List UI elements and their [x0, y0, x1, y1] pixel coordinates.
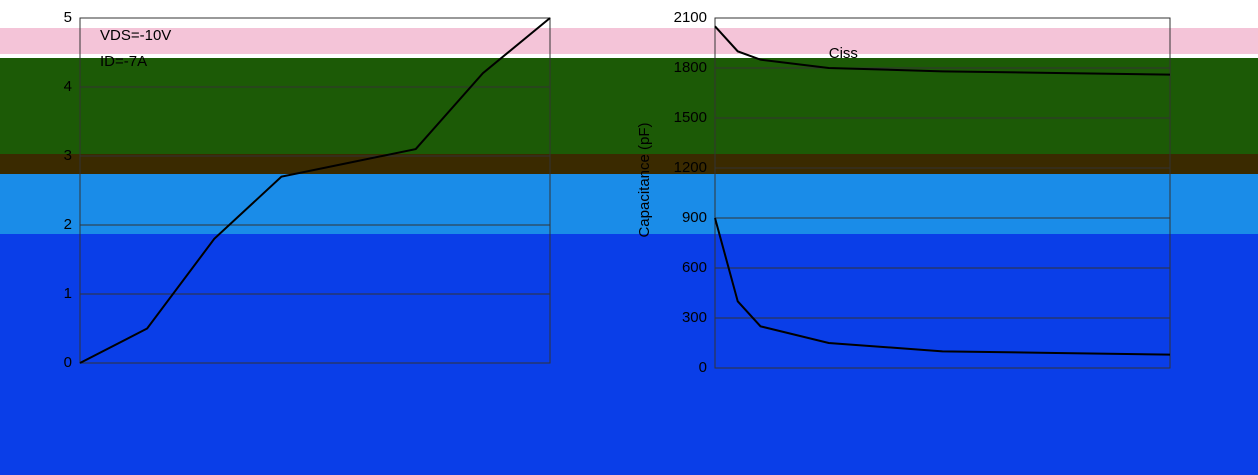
y-tick-label: 0	[699, 359, 707, 376]
y-tick-label: 0	[64, 354, 72, 371]
legend-label: Ciss	[829, 45, 858, 62]
band	[0, 174, 1258, 234]
series-line	[79, 17, 551, 364]
y-tick-label: 5	[64, 9, 72, 26]
y-tick-label: 900	[682, 209, 707, 226]
y-tick-label: 1800	[674, 59, 707, 76]
y-tick-label: 600	[682, 259, 707, 276]
y-tick-label: 1200	[674, 159, 707, 176]
annotation: ID=-7A	[100, 53, 147, 70]
band	[0, 154, 1258, 174]
y-tick-label: 4	[64, 78, 72, 95]
series-line	[714, 217, 1171, 356]
annotation: VDS=-10V	[100, 27, 171, 44]
y-axis-label: Capacitance (pF)	[636, 122, 653, 237]
series-line	[714, 25, 1171, 76]
y-tick-label: 1500	[674, 109, 707, 126]
y-tick-label: 2	[64, 216, 72, 233]
band	[0, 28, 1258, 54]
y-tick-label: 300	[682, 309, 707, 326]
band	[0, 234, 1258, 475]
y-tick-label: 1	[64, 285, 72, 302]
y-tick-label: 2100	[674, 9, 707, 26]
y-tick-label: 3	[64, 147, 72, 164]
band	[0, 58, 1258, 154]
